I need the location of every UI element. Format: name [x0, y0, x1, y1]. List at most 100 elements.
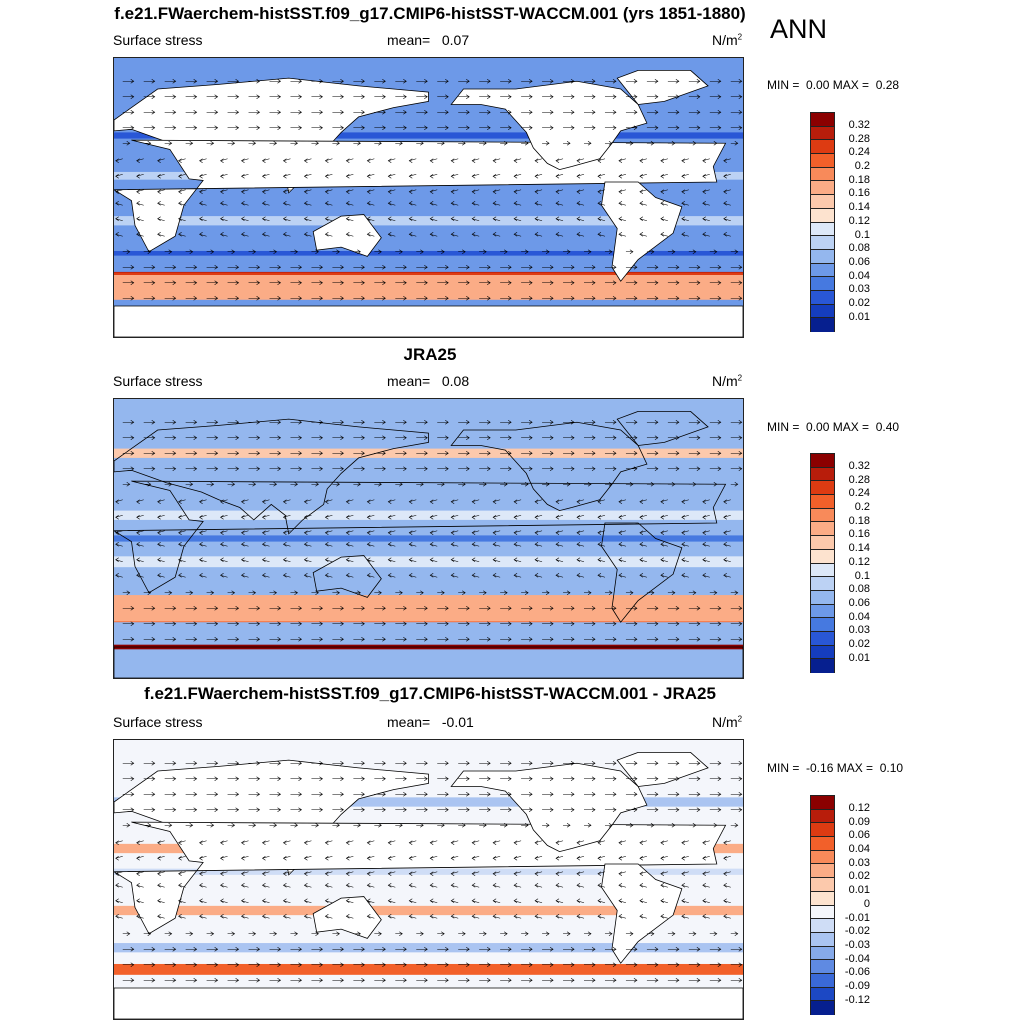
vector-arrow	[688, 931, 697, 936]
colorbar-swatch	[811, 973, 834, 988]
vector-arrow	[416, 978, 428, 983]
vector-arrow	[353, 249, 361, 254]
vector-arrow	[269, 265, 282, 270]
vector-arrow	[178, 514, 186, 520]
vector-arrow	[479, 141, 487, 146]
vector-arrow	[437, 590, 445, 595]
vector-arrow	[408, 898, 417, 904]
vector-arrow	[597, 840, 606, 845]
vector-arrow	[471, 557, 480, 563]
vector-arrow	[311, 947, 323, 952]
vector-arrow	[597, 557, 606, 563]
vector-arrow	[303, 542, 312, 547]
vector-arrow	[688, 807, 701, 812]
vector-arrow	[143, 466, 156, 471]
vector-arrow	[555, 573, 564, 578]
vector-arrow	[500, 621, 512, 626]
vector-arrow	[542, 590, 550, 595]
vector-arrow	[639, 158, 647, 163]
vector-arrow	[206, 249, 215, 254]
vector-arrow	[290, 931, 299, 936]
vector-arrow	[604, 280, 617, 285]
vector-arrow	[345, 898, 354, 904]
vector-arrow	[702, 530, 710, 535]
vector-arrow	[240, 573, 249, 578]
vector-arrow	[311, 776, 323, 781]
vector-arrow	[513, 158, 522, 163]
vector-arrow	[479, 621, 491, 626]
vector-arrow	[416, 792, 428, 797]
colorbar-swatch	[811, 304, 834, 319]
vector-arrow	[618, 232, 627, 237]
vector-arrow	[332, 94, 344, 99]
vector-arrow	[164, 296, 177, 301]
panel-2-colorbar	[810, 453, 835, 673]
vector-arrow	[290, 435, 303, 440]
vector-arrow	[555, 898, 564, 904]
vector-arrow	[604, 94, 617, 99]
vector-arrow	[625, 110, 638, 115]
vector-arrow	[227, 962, 240, 967]
vector-arrow	[500, 931, 508, 936]
vector-arrow	[563, 792, 575, 797]
vector-arrow	[206, 978, 219, 983]
stress-vectors	[115, 420, 743, 642]
vector-arrow	[122, 265, 135, 270]
vector-arrow	[702, 499, 710, 504]
panel-3-variable-label: Surface stress	[113, 714, 203, 730]
panel-2-units: N/m2	[712, 373, 742, 389]
vector-arrow	[709, 466, 722, 471]
vector-arrow	[625, 621, 638, 626]
vector-arrow	[332, 637, 344, 642]
vector-arrow	[395, 280, 407, 285]
continent-outline	[114, 305, 743, 337]
vector-arrow	[227, 776, 240, 781]
vector-arrow	[513, 914, 522, 919]
vector-arrow	[513, 573, 522, 578]
vector-arrow	[366, 514, 375, 520]
vector-arrow	[709, 776, 722, 781]
vector-arrow	[576, 883, 585, 888]
vector-arrow	[625, 141, 634, 146]
vector-arrow	[639, 499, 647, 504]
vector-arrow	[178, 871, 186, 876]
colorbar-tick-label: 0.18	[848, 173, 870, 186]
vector-arrow	[492, 914, 501, 919]
vector-arrow	[395, 823, 403, 828]
vector-arrow	[584, 761, 596, 766]
vector-arrow	[136, 189, 144, 194]
vector-arrow	[353, 931, 361, 936]
vector-arrow	[723, 530, 731, 535]
vector-arrow	[115, 173, 123, 179]
vector-arrow	[597, 883, 606, 888]
colorbar-swatch	[811, 960, 834, 974]
vector-arrow	[660, 871, 668, 876]
colorbar-swatch	[811, 208, 834, 223]
vector-arrow	[143, 807, 156, 812]
vector-arrow	[416, 761, 428, 766]
vector-arrow	[667, 110, 680, 115]
vector-arrow	[227, 947, 240, 952]
colorbar-tick-label: -0.09	[844, 979, 870, 992]
vector-arrow	[563, 978, 575, 983]
vector-arrow	[227, 420, 240, 425]
vector-arrow	[625, 962, 638, 967]
vector-arrow	[261, 499, 270, 504]
vector-arrow	[702, 173, 710, 179]
vector-arrow	[597, 158, 606, 163]
vector-arrow	[437, 947, 449, 952]
vector-arrow	[584, 792, 596, 797]
vector-arrow	[646, 761, 659, 766]
vector-arrow	[639, 871, 647, 876]
vector-arrow	[227, 590, 236, 595]
vector-arrow	[136, 232, 144, 237]
vector-arrow	[303, 530, 312, 535]
vector-arrow	[185, 807, 198, 812]
vector-arrow	[730, 978, 743, 983]
vector-arrow	[625, 125, 638, 130]
vector-arrow	[206, 482, 215, 487]
vector-arrow	[563, 125, 575, 130]
vector-arrow	[730, 141, 739, 146]
vector-arrow	[374, 792, 386, 797]
vector-arrow	[157, 557, 165, 563]
